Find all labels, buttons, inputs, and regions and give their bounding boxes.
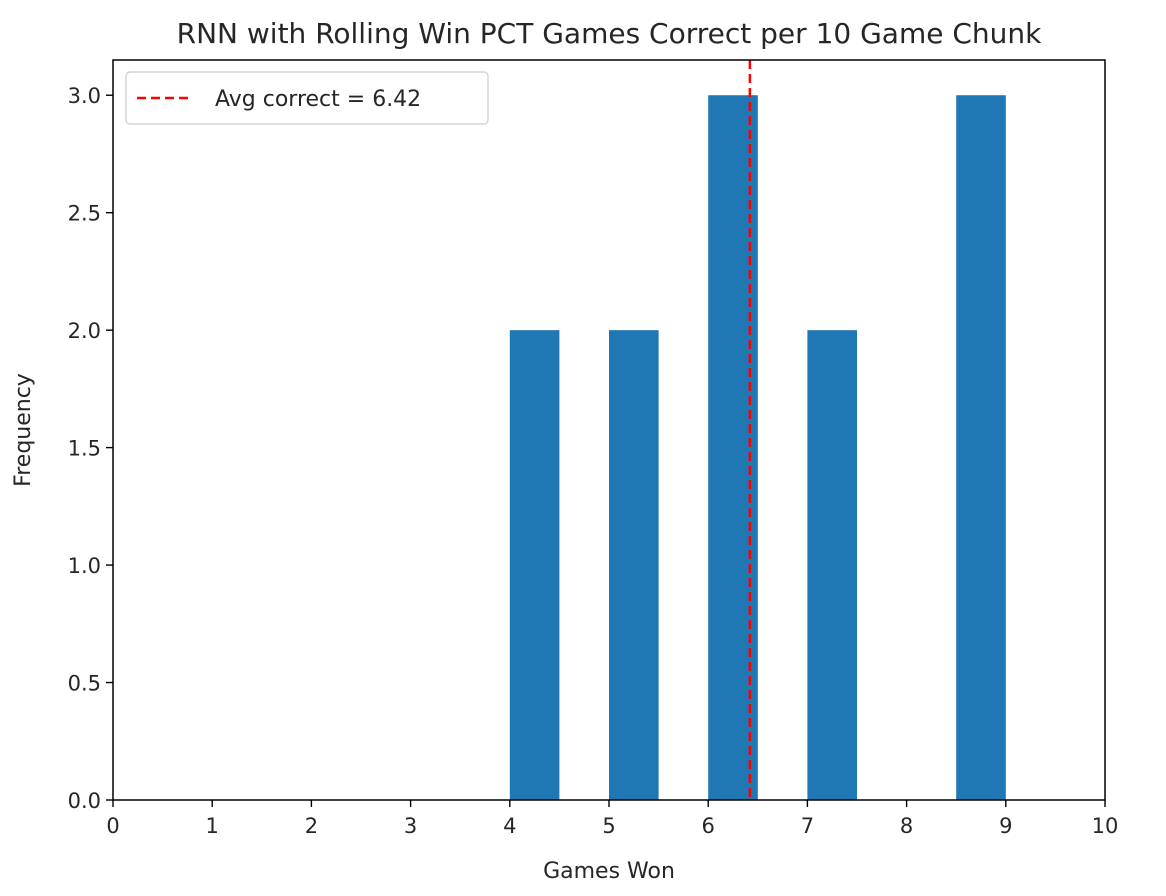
y-tick-label: 3.0 bbox=[68, 84, 101, 108]
bar-1 bbox=[609, 330, 659, 800]
y-tick-label: 2.0 bbox=[68, 319, 101, 343]
x-tick-label: 1 bbox=[206, 814, 219, 838]
y-tick-label: 0.0 bbox=[68, 789, 101, 813]
x-tick-label: 6 bbox=[702, 814, 715, 838]
x-axis-label: Games Won bbox=[543, 859, 675, 884]
x-tick-label: 10 bbox=[1092, 814, 1119, 838]
x-tick-label: 5 bbox=[602, 814, 615, 838]
legend-label: Avg correct = 6.42 bbox=[215, 87, 421, 112]
y-tick-label: 1.5 bbox=[68, 437, 101, 461]
legend-box bbox=[125, 71, 489, 125]
x-tick-label: 3 bbox=[404, 814, 417, 838]
x-tick-label: 7 bbox=[801, 814, 814, 838]
bar-4 bbox=[956, 95, 1006, 800]
y-tick-label: 0.5 bbox=[68, 672, 101, 696]
x-tick-label: 4 bbox=[503, 814, 516, 838]
chart-title: RNN with Rolling Win PCT Games Correct p… bbox=[177, 17, 1043, 50]
x-tick-label: 2 bbox=[305, 814, 318, 838]
legend: Avg correct = 6.42 bbox=[125, 71, 489, 125]
y-tick-label: 1.0 bbox=[68, 554, 101, 578]
x-tick-label: 9 bbox=[999, 814, 1012, 838]
y-tick-label: 2.5 bbox=[68, 202, 101, 226]
bar-0 bbox=[509, 330, 560, 800]
x-axis-ticks: 0 1 2 3 4 5 6 7 8 9 10 bbox=[106, 800, 1118, 838]
y-axis-ticks: 0.0 0.5 1.0 1.5 2.0 2.5 3.0 bbox=[68, 84, 113, 813]
x-tick-label: 8 bbox=[900, 814, 913, 838]
x-tick-label: 0 bbox=[106, 814, 119, 838]
bar-3 bbox=[807, 330, 857, 800]
y-axis-label: Frequency bbox=[11, 373, 36, 487]
bars bbox=[509, 95, 1006, 800]
